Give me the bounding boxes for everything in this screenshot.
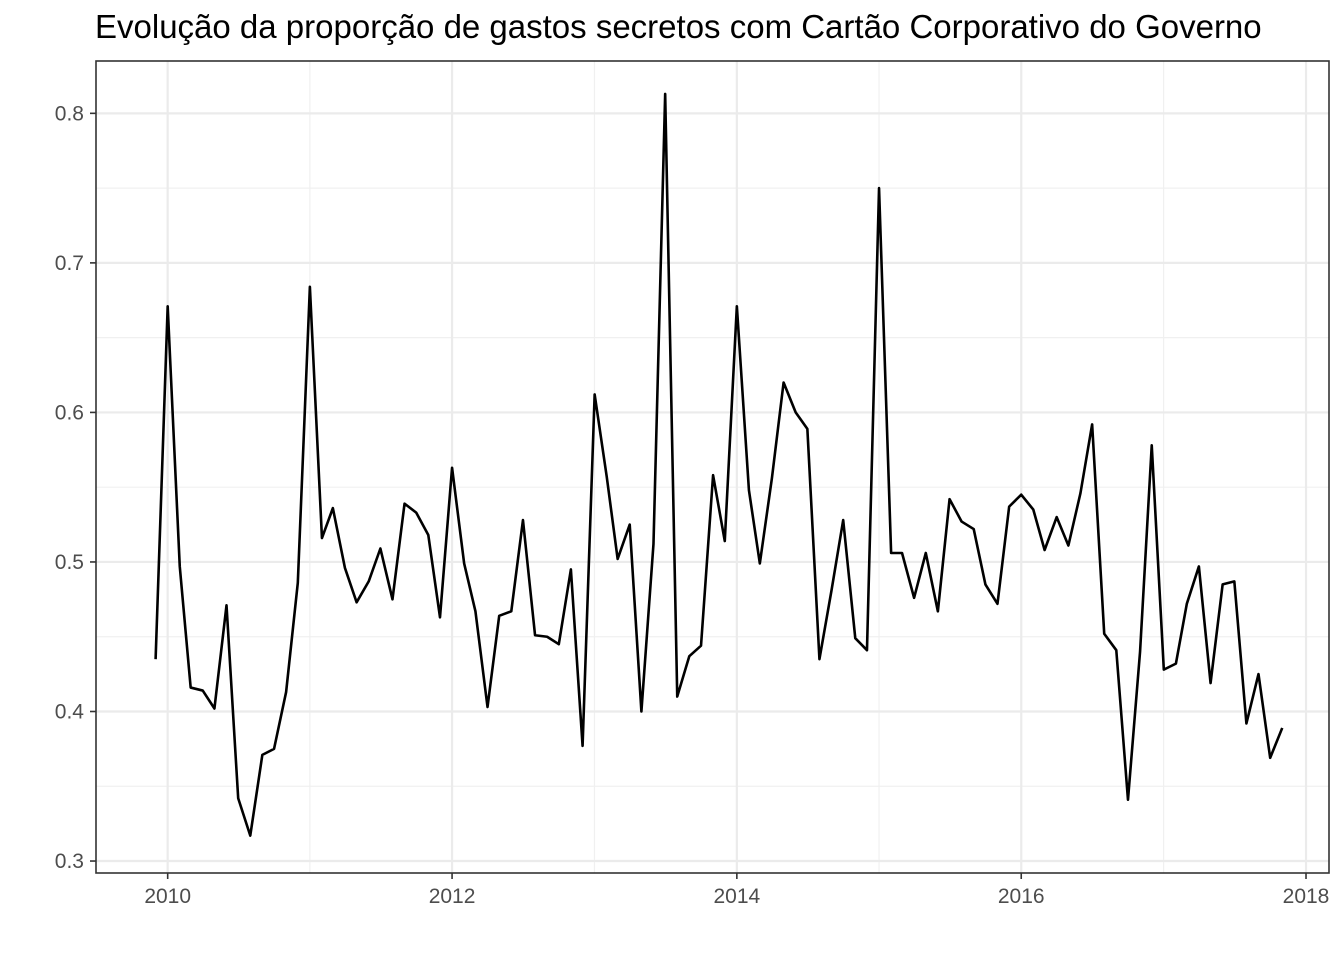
axis-labels: 0.3 0.4 0.5 0.6 0.7 0.8 2010 2012 2014 2016 2018 xyxy=(55,102,1330,908)
minor-grid xyxy=(96,61,1329,873)
y-tick-label: 0.4 xyxy=(55,700,85,723)
chart-title: Evolução da proporção de gastos secretos… xyxy=(95,8,1262,45)
y-tick-label: 0.3 xyxy=(55,850,84,873)
x-tick-label: 2014 xyxy=(713,885,760,908)
y-tick-label: 0.6 xyxy=(55,401,84,424)
series-line xyxy=(154,92,1284,837)
x-tick-label: 2016 xyxy=(998,885,1045,908)
x-tick-label: 2012 xyxy=(429,885,476,908)
y-tick-label: 0.7 xyxy=(55,252,84,275)
x-tick-label: 2018 xyxy=(1283,885,1330,908)
y-tick-label: 0.8 xyxy=(55,102,84,125)
x-tick-label: 2010 xyxy=(144,885,191,908)
major-grid xyxy=(96,61,1329,873)
axis-ticks xyxy=(90,112,1307,879)
y-tick-label: 0.5 xyxy=(55,551,84,574)
series-layer xyxy=(154,92,1284,837)
plot-panel-border xyxy=(95,60,1330,874)
